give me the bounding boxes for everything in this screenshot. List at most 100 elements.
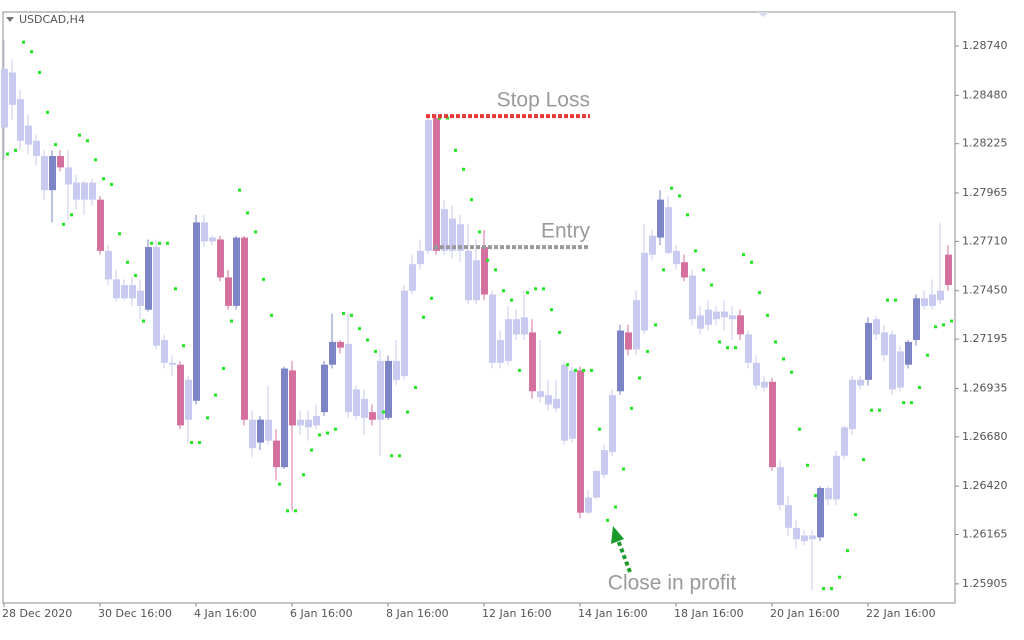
sar-dot (894, 298, 897, 302)
sar-dot (326, 431, 329, 435)
candle-body (561, 364, 568, 441)
candle-body (153, 247, 160, 346)
sar-dot (814, 494, 817, 498)
candle-body (217, 239, 224, 278)
sar-dot (854, 513, 857, 517)
x-tick-label: 8 Jan 16:00 (386, 607, 449, 620)
sar-dot (662, 268, 665, 272)
sar-dot (382, 410, 385, 414)
candle-body (673, 250, 680, 265)
y-tick-label: 1.28225 (962, 137, 1008, 150)
candle-body (57, 156, 64, 168)
candle-body (329, 341, 336, 365)
sar-dot (774, 340, 777, 344)
candle-body (897, 351, 904, 388)
sar-dot (542, 287, 545, 291)
candle-body (1, 68, 8, 128)
x-tick-label: 30 Dec 16:00 (98, 607, 172, 620)
y-tick-label: 1.26680 (962, 430, 1008, 443)
candle-body (593, 470, 600, 498)
candle-body (937, 290, 944, 301)
sar-dot (134, 274, 137, 278)
candle-body (321, 364, 328, 413)
y-tick-label: 1.28480 (962, 88, 1008, 101)
sar-dot (590, 368, 593, 372)
candle-body (89, 182, 96, 200)
candle-body (201, 222, 208, 242)
candle-body (617, 330, 624, 392)
candle-body (873, 319, 880, 335)
sar-dot (622, 467, 625, 471)
sar-dot (358, 327, 361, 331)
sar-dot (70, 213, 73, 217)
candle-body (441, 209, 448, 251)
sar-dot (678, 194, 681, 198)
plot-frame (2, 11, 956, 604)
candle-body (465, 250, 472, 301)
sar-dot (374, 349, 377, 353)
candle-body (377, 360, 384, 420)
sar-dot (710, 283, 713, 287)
candle-body (761, 381, 768, 388)
candle-body (745, 334, 752, 363)
sar-dot (318, 433, 321, 437)
sar-dot (734, 346, 737, 350)
sar-dot (598, 427, 601, 431)
sar-dot (670, 186, 673, 190)
candle-body (193, 222, 200, 401)
sar-dot (246, 211, 249, 215)
sar-dot (94, 158, 97, 162)
candle-body (801, 535, 808, 542)
candle-body (841, 427, 848, 456)
candle-body (929, 294, 936, 306)
sar-dot (262, 277, 265, 281)
candle-body (337, 341, 344, 348)
sar-dot (566, 363, 569, 367)
sar-dot (102, 177, 105, 181)
candle-body (265, 419, 272, 441)
candle-body (81, 182, 88, 200)
sar-dot (390, 454, 393, 458)
candle-body (809, 535, 816, 540)
candle-body (73, 182, 80, 200)
sar-dot (910, 401, 913, 405)
candle-body (489, 294, 496, 363)
sar-dot (182, 344, 185, 348)
sar-dot (30, 50, 33, 54)
plot (1, 40, 953, 591)
candle-body (529, 332, 536, 392)
sar-dot (878, 408, 881, 412)
candle-body (657, 199, 664, 238)
sar-dot (942, 323, 945, 327)
sar-dot (830, 587, 833, 591)
sar-dot (646, 349, 649, 353)
sar-dot (198, 440, 201, 444)
candle-body (353, 389, 360, 416)
candle-body (273, 440, 280, 468)
sar-dot (902, 401, 905, 405)
y-tick-label: 1.27450 (962, 284, 1008, 297)
candle-body (697, 315, 704, 329)
sar-dot (286, 509, 289, 513)
candle-body (865, 322, 872, 380)
candle-body (857, 379, 864, 386)
sar-dot (494, 268, 497, 272)
sar-dot (838, 575, 841, 579)
candle-body (313, 415, 320, 426)
sar-dot (630, 406, 633, 410)
symbol-menu-icon[interactable] (6, 17, 14, 22)
sar-dot (54, 143, 57, 147)
sar-dot (726, 346, 729, 350)
candle-body (425, 119, 432, 251)
sar-dot (190, 440, 193, 444)
sar-dot (790, 370, 793, 374)
candle-body (25, 125, 32, 145)
candle-body (305, 419, 312, 428)
sar-dot (270, 313, 273, 317)
candle-body (521, 317, 528, 335)
sar-dot (78, 133, 81, 137)
x-tick-label: 12 Jan 16:00 (482, 607, 552, 620)
candle-body (825, 488, 832, 500)
candle-body (41, 156, 48, 191)
candle-body (713, 311, 720, 320)
